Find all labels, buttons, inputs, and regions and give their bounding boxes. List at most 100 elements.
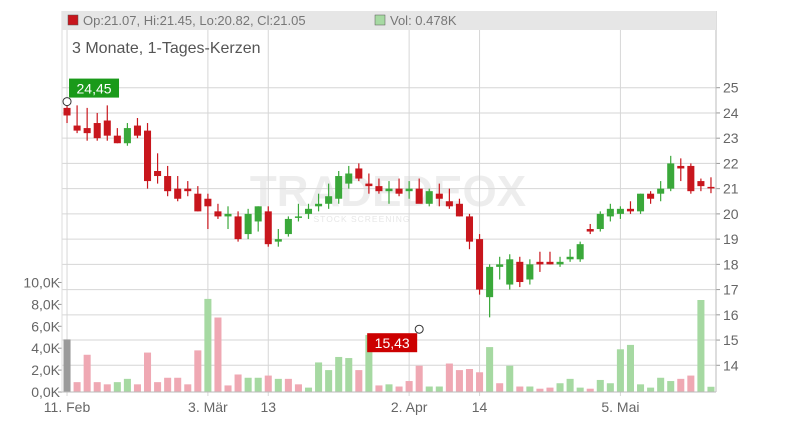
volume-bar <box>174 377 182 392</box>
candle-body <box>83 128 91 134</box>
price-tick-label: 21 <box>723 181 739 197</box>
candle-body <box>425 191 433 204</box>
volume-bar <box>304 387 313 392</box>
candle-body <box>93 123 101 139</box>
candle-body <box>405 188 413 192</box>
volume-bar <box>486 347 494 392</box>
candle-body <box>184 188 192 192</box>
volume-bar <box>546 387 554 392</box>
volume-bar <box>224 385 232 392</box>
volume-bar <box>164 377 172 392</box>
volume-bars <box>63 298 715 392</box>
price-tick-label: 14 <box>723 357 739 373</box>
candle-body <box>626 208 634 212</box>
candle-body <box>395 188 403 194</box>
candle-body <box>224 213 232 217</box>
volume-bar <box>375 385 383 392</box>
candle-body <box>385 188 393 192</box>
price-tick-label: 25 <box>723 80 739 96</box>
candle-body <box>435 193 443 199</box>
volume-bar <box>73 382 81 392</box>
candle-body <box>345 173 353 184</box>
volume-bar <box>83 354 91 392</box>
candle-body <box>707 186 715 189</box>
low-badge <box>367 333 418 353</box>
candle-body <box>556 261 564 265</box>
date-tick-label: 14 <box>472 399 488 415</box>
candle-body <box>244 213 252 235</box>
volume-bar <box>144 352 152 392</box>
volume-tick-label: 0,0K <box>31 384 60 400</box>
price-tick-label: 15 <box>723 332 739 348</box>
volume-bar <box>516 386 524 392</box>
candle-body <box>576 244 584 260</box>
candle-body <box>566 256 574 260</box>
candle-body <box>133 125 141 136</box>
date-tick-label: 3. Mär <box>188 399 228 415</box>
price-tick-label: 16 <box>723 307 739 323</box>
candle-body <box>415 188 423 204</box>
volume-bar <box>435 386 443 392</box>
volume-bar <box>355 370 363 392</box>
candle-body <box>113 135 121 144</box>
candles <box>63 101 715 318</box>
volume-bar <box>385 384 393 392</box>
volume-bar <box>63 339 71 392</box>
candle-body <box>274 239 282 242</box>
date-axis: 11. Feb 3. Mär 13 2. Apr 14 5. Mai <box>44 391 716 415</box>
candle-body <box>335 176 343 199</box>
candle-body <box>445 201 453 207</box>
candle-body <box>73 125 81 131</box>
volume-tick-label: 6,0K <box>31 318 60 334</box>
volume-tick-label: 2,0K <box>31 362 60 378</box>
volume-bar <box>274 378 282 392</box>
price-tick-label: 19 <box>723 231 739 247</box>
price-tick-label: 22 <box>723 155 739 171</box>
volume-bar <box>133 384 141 392</box>
volume-bar <box>405 381 413 392</box>
candle-body <box>234 216 242 240</box>
watermark: TRADEDEOX STOCK SCREENING <box>250 167 526 224</box>
volume-tick-label: 4,0K <box>31 340 60 356</box>
candle-body <box>647 193 655 199</box>
volume-bar <box>244 377 252 392</box>
volume-bar <box>395 386 403 392</box>
volume-bar <box>626 344 634 392</box>
watermark-brand: TRADEDEOX <box>250 167 526 216</box>
annotations: 24,45 15,43 <box>62 78 424 353</box>
candle-body <box>516 261 524 283</box>
volume-tick-label: 10,0K <box>23 274 60 290</box>
volume-bar <box>123 378 131 392</box>
high-badge-label: 24,45 <box>77 81 112 97</box>
candle-body <box>304 208 313 214</box>
ohlc-label: Op:21.07, Hi:21.45, Lo:20.82, Cl:21.05 <box>83 13 306 28</box>
candle-body <box>204 198 212 207</box>
candle-body <box>164 176 172 192</box>
volume-bar <box>214 317 222 392</box>
volume-bar <box>103 384 111 392</box>
volume-bar <box>455 370 463 392</box>
volume-bar <box>556 383 564 392</box>
candle-body <box>616 208 624 214</box>
volume-bar <box>667 381 675 392</box>
date-tick-label: 5. Mai <box>601 399 639 415</box>
volume-bar <box>325 370 333 392</box>
candle-body <box>606 208 614 217</box>
legend-background <box>62 11 716 30</box>
candle-body <box>294 216 302 218</box>
price-axis: 14 15 16 17 18 19 20 21 22 23 24 25 <box>715 11 739 392</box>
ohlc-swatch <box>67 14 79 26</box>
candle-body <box>476 239 484 290</box>
candle-body <box>546 261 554 265</box>
candle-body <box>194 193 202 212</box>
volume-bar <box>476 372 484 392</box>
candle-body <box>375 186 383 192</box>
candle-body <box>596 213 604 230</box>
candle-body <box>174 188 182 199</box>
volume-bar <box>586 388 594 392</box>
volume-bar <box>425 386 433 392</box>
watermark-tagline: STOCK SCREENING <box>313 214 410 224</box>
volume-bar <box>234 374 242 392</box>
candle-body <box>355 168 363 179</box>
volume-label: Vol: 0.478K <box>390 13 457 28</box>
